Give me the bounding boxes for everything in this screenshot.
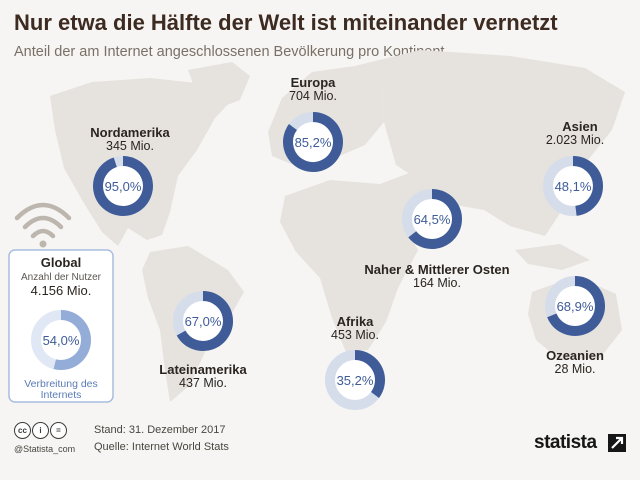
statista-icon bbox=[608, 434, 626, 452]
chart-subtitle: Anteil der am Internet angeschlossenen B… bbox=[14, 44, 445, 60]
region-europa-donut-arc bbox=[283, 112, 343, 172]
region-nordamerika-users: 345 Mio. bbox=[106, 139, 154, 153]
region-europa-donut-hole bbox=[288, 117, 338, 167]
wifi-dot bbox=[39, 240, 47, 248]
region-nordamerika-name: Nordamerika bbox=[90, 125, 170, 140]
global-donut-hole bbox=[36, 315, 86, 365]
region-asien-users: 2.023 Mio. bbox=[546, 133, 604, 147]
region-europa-name: Europa bbox=[291, 75, 337, 90]
region-nordamerika-share-label: 95,0% bbox=[105, 179, 142, 194]
footer-date: Stand: 31. Dezember 2017 bbox=[94, 424, 226, 436]
statista-logo: statista bbox=[534, 432, 597, 453]
wifi-arc-middle bbox=[22, 215, 64, 230]
region-ozeanien-share-label: 68,9% bbox=[557, 299, 594, 314]
region-lateinamerika-donut-hole bbox=[178, 296, 228, 346]
region-asien-donut-arc bbox=[572, 156, 603, 216]
global-donut-arc bbox=[53, 310, 91, 370]
global-users: 4.156 Mio. bbox=[31, 283, 92, 298]
region-asien-name: Asien bbox=[562, 119, 597, 134]
by-icon: i bbox=[32, 422, 49, 439]
region-asien-share-label: 48,1% bbox=[555, 179, 592, 194]
region-naher-mittlerer-osten-donut-arc bbox=[408, 189, 462, 249]
global-users-caption: Anzahl der Nutzer bbox=[21, 272, 102, 283]
region-lateinamerika-donut-arc bbox=[176, 291, 233, 351]
region-naher-mittlerer-osten-share-label: 64,5% bbox=[414, 212, 451, 227]
indonesia-shape bbox=[515, 244, 590, 270]
region-afrika-name: Afrika bbox=[337, 314, 375, 329]
region-europa-users: 704 Mio. bbox=[289, 89, 337, 103]
wifi-arc-outer bbox=[14, 202, 72, 221]
region-naher-mittlerer-osten-name: Naher & Mittlerer Osten bbox=[364, 262, 509, 277]
world-map bbox=[50, 50, 625, 402]
region-afrika-share-label: 35,2% bbox=[337, 373, 374, 388]
region-ozeanien-name: Ozeanien bbox=[546, 348, 604, 363]
region-lateinamerika-share-label: 67,0% bbox=[185, 314, 222, 329]
footer-source: Quelle: Internet World Stats bbox=[94, 441, 229, 453]
global-share-label: 54,0% bbox=[43, 333, 80, 348]
global-share-caption-line-2: Internets bbox=[41, 389, 82, 401]
wifi-arc-inner bbox=[30, 228, 56, 239]
region-afrika-donut-hole bbox=[330, 355, 380, 405]
statista-handle: @Statista_com bbox=[14, 444, 76, 454]
region-lateinamerika-users: 437 Mio. bbox=[179, 376, 227, 390]
region-ozeanien-donut-arc bbox=[547, 276, 605, 336]
region-nordamerika-donut-hole bbox=[98, 161, 148, 211]
region-lateinamerika-name: Lateinamerika bbox=[159, 362, 247, 377]
region-ozeanien-users: 28 Mio. bbox=[555, 362, 596, 376]
region-ozeanien-donut-hole bbox=[550, 281, 600, 331]
region-nordamerika-donut-arc bbox=[93, 156, 153, 216]
region-asien-donut-hole bbox=[548, 161, 598, 211]
region-naher-mittlerer-osten-users: 164 Mio. bbox=[413, 276, 461, 290]
global-share-caption-line-1: Verbreitung des bbox=[24, 378, 98, 390]
region-afrika-users: 453 Mio. bbox=[331, 328, 379, 342]
region-naher-mittlerer-osten-donut-hole bbox=[407, 194, 457, 244]
global-name: Global bbox=[41, 255, 81, 270]
africa-shape bbox=[280, 180, 418, 352]
cc-icon: cc bbox=[14, 422, 31, 439]
region-afrika-donut-arc bbox=[354, 350, 385, 398]
chart-title: Nur etwa die Hälfte der Welt ist miteina… bbox=[14, 10, 558, 35]
region-europa-share-label: 85,2% bbox=[295, 135, 332, 150]
greenland-shape bbox=[188, 62, 250, 110]
wifi-icon bbox=[14, 202, 72, 248]
nd-icon: = bbox=[50, 422, 67, 439]
